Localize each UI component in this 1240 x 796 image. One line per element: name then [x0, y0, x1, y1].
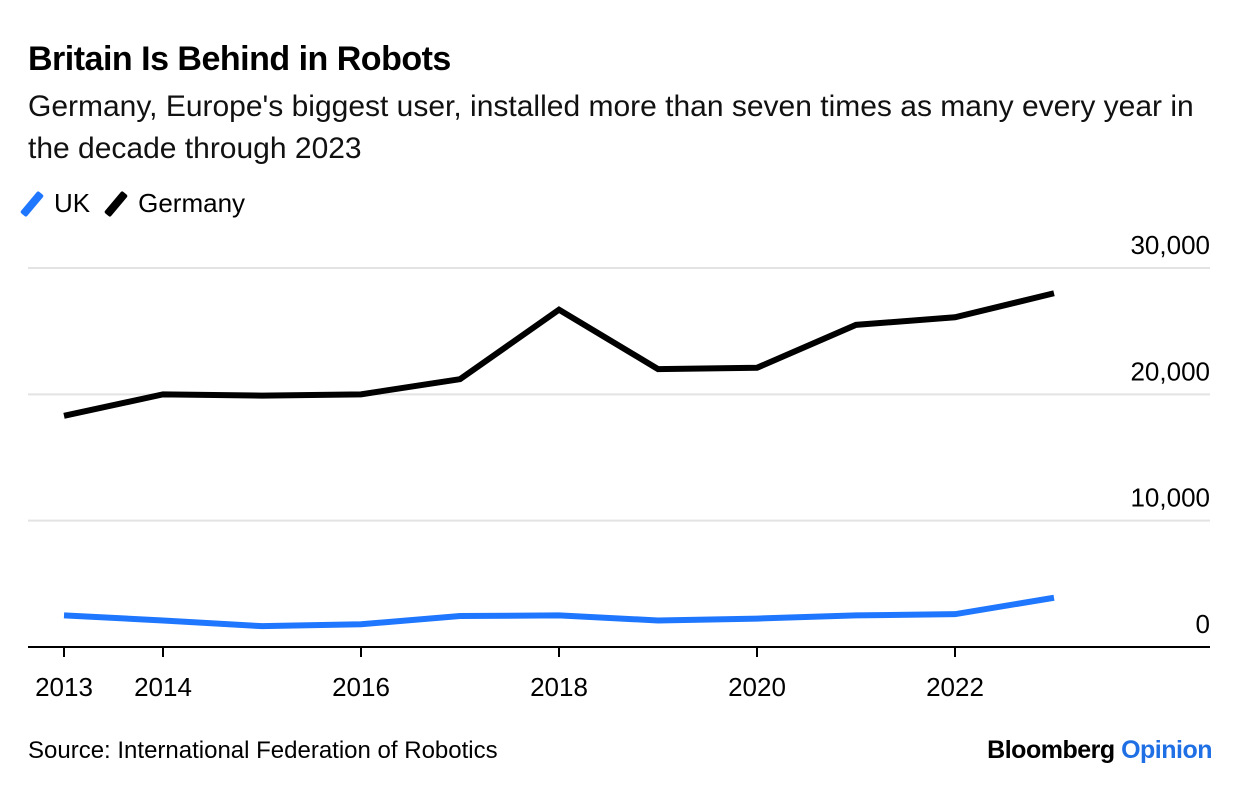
y-tick-label: 30,000	[1130, 230, 1210, 260]
brand-suffix: Opinion	[1121, 736, 1212, 764]
chart-subtitle: Germany, Europe's biggest user, installe…	[28, 90, 1194, 165]
legend-item-germany: Germany	[104, 188, 246, 219]
brand-name: Bloomberg	[987, 736, 1115, 764]
y-tick-label: 0	[1196, 609, 1210, 639]
y-tick-label: 10,000	[1130, 483, 1210, 513]
source-note: Source: International Federation of Robo…	[28, 737, 498, 764]
legend-swatch-germany	[104, 190, 129, 217]
legend-label-uk: UK	[54, 188, 91, 218]
legend-item-uk: UK	[19, 188, 91, 219]
axis-layer: 0 10,000 20,000 30,000 2013 2014 2016 2018 2020 2…	[28, 230, 1210, 702]
series-line-germany	[63, 290, 1055, 419]
series-line-uk	[63, 594, 1055, 630]
x-tick-label: 2013	[35, 672, 93, 702]
y-tick-label: 20,000	[1130, 356, 1210, 386]
legend: UK Germany	[19, 188, 267, 219]
x-tick-label: 2014	[134, 672, 192, 702]
x-tick-label: 2016	[332, 672, 390, 702]
legend-label-germany: Germany	[138, 188, 246, 218]
x-tick-label: 2020	[728, 672, 786, 702]
series-layer	[63, 290, 1055, 630]
x-tick-label: 2022	[926, 672, 984, 702]
brand-logo: Bloomberg Opinion	[987, 736, 1212, 765]
chart-title: Britain Is Behind in Robots	[28, 40, 451, 78]
x-tick-label: 2018	[530, 672, 588, 702]
line-chart: 0 10,000 20,000 30,000 2013 2014 2016 2018 2020 2…	[28, 230, 1210, 702]
legend-swatch-uk	[19, 190, 45, 217]
